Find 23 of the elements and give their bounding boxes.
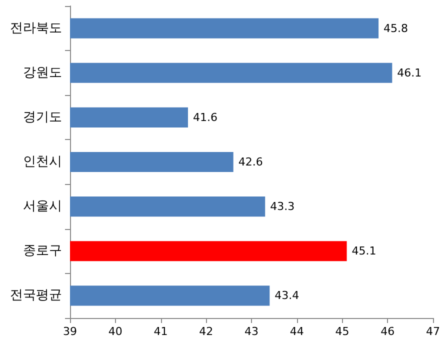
data-label: 43.3 xyxy=(270,200,295,214)
x-tick-label: 47 xyxy=(426,325,440,338)
data-label: 43.4 xyxy=(274,289,300,302)
x-tick-label: 42 xyxy=(199,325,214,338)
y-tick-label: 경기도 xyxy=(23,110,62,125)
data-label: 45.1 xyxy=(352,244,376,258)
y-tick-label: 강원도 xyxy=(23,65,62,80)
x-tick-label: 39 xyxy=(63,325,77,338)
data-label: 46.1 xyxy=(397,66,422,80)
data-label: 41.6 xyxy=(192,110,218,124)
x-tick-label: 41 xyxy=(154,325,168,338)
y-tick-label: 종로구 xyxy=(23,244,62,259)
data-label: 42.6 xyxy=(238,156,263,168)
x-tick-label: 43 xyxy=(244,325,258,338)
y-tick-label: 서울시 xyxy=(23,199,62,214)
y-tick-label: 전라북도 xyxy=(10,20,62,36)
y-tick-label: 인천시 xyxy=(23,154,62,170)
data-label: 45.8 xyxy=(384,22,408,35)
x-tick-label: 44 xyxy=(290,325,304,338)
y-tick-label: 전국평균 xyxy=(10,288,62,304)
x-tick-label: 40 xyxy=(108,325,122,338)
x-tick-label: 46 xyxy=(380,325,395,338)
x-tick-label: 45 xyxy=(335,325,350,338)
